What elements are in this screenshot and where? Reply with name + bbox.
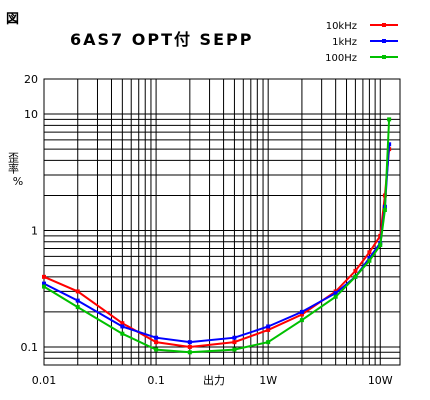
data-point bbox=[232, 347, 237, 352]
data-point bbox=[387, 117, 392, 122]
data-point bbox=[299, 309, 304, 314]
legend-label: 100Hz bbox=[325, 53, 357, 64]
y-axis-label: 歪率 bbox=[7, 152, 20, 175]
data-point bbox=[367, 258, 372, 263]
x-tick-label: 0.01 bbox=[32, 374, 57, 387]
data-point bbox=[75, 298, 80, 303]
data-point bbox=[299, 312, 304, 317]
chart-title: 6AS7 OPT付 SEPP bbox=[70, 30, 254, 49]
series-line bbox=[43, 149, 391, 349]
data-point bbox=[154, 347, 159, 352]
legend-marker bbox=[382, 23, 386, 27]
data-point bbox=[232, 335, 237, 340]
y-tick-label: 20 bbox=[24, 73, 38, 86]
data-point bbox=[333, 291, 338, 296]
data-point bbox=[42, 274, 46, 279]
data-point bbox=[367, 250, 372, 255]
data-point bbox=[266, 324, 271, 329]
figure-label: 図 bbox=[6, 12, 20, 27]
data-point bbox=[353, 268, 358, 273]
data-point bbox=[154, 335, 159, 340]
legend-marker bbox=[382, 39, 386, 43]
data-point bbox=[120, 321, 125, 326]
y-tick-label: 0.1 bbox=[21, 341, 39, 354]
data-point bbox=[232, 340, 237, 345]
legend-marker bbox=[382, 55, 386, 59]
data-point bbox=[266, 327, 271, 332]
legend-label: 1kHz bbox=[332, 37, 357, 48]
data-point bbox=[187, 344, 192, 349]
x-tick-label: 0.1 bbox=[147, 374, 165, 387]
series-line bbox=[43, 144, 391, 344]
x-tick-label: 10W bbox=[368, 374, 393, 387]
plot-frame bbox=[43, 78, 401, 366]
data-point bbox=[120, 324, 125, 329]
data-point bbox=[42, 281, 46, 286]
legend-label: 10kHz bbox=[326, 21, 357, 32]
data-point bbox=[353, 274, 358, 279]
data-point bbox=[187, 340, 192, 345]
data-point bbox=[120, 331, 125, 336]
data-point bbox=[266, 340, 271, 345]
data-point bbox=[187, 350, 192, 355]
x-axis-label: 出力 bbox=[203, 373, 225, 387]
data-point bbox=[75, 289, 80, 294]
data-point bbox=[387, 142, 392, 147]
series-line bbox=[43, 119, 391, 354]
y-tick-label: 10 bbox=[24, 108, 38, 121]
data-point bbox=[382, 208, 387, 213]
data-point bbox=[299, 318, 304, 323]
data-point bbox=[378, 243, 383, 248]
x-tick-label: 1W bbox=[259, 374, 277, 387]
y-axis-unit: % bbox=[13, 175, 23, 188]
data-point bbox=[75, 305, 80, 310]
data-point bbox=[154, 340, 159, 345]
data-point bbox=[42, 284, 46, 289]
data-point bbox=[333, 294, 338, 299]
y-tick-label: 1 bbox=[31, 225, 38, 238]
data-point bbox=[367, 256, 372, 261]
